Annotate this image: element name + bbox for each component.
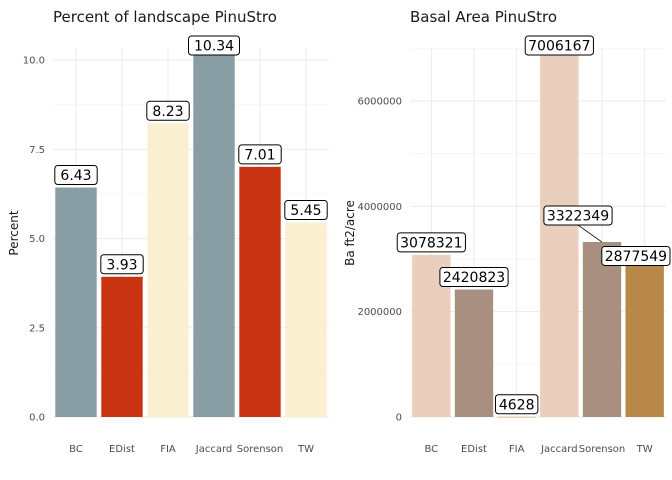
data-label-box [238, 144, 282, 165]
bar-fia [147, 123, 189, 418]
data-label-text: 3.93 [106, 257, 137, 273]
y-tick-label: 6000000 [357, 96, 402, 107]
data-label-text: 7.01 [244, 147, 275, 163]
data-label-text: 5.45 [290, 203, 321, 219]
data-label-box [146, 100, 190, 121]
bar-sorenson [582, 242, 622, 417]
data-label-text: 2420823 [443, 270, 505, 286]
data-label: 7006167 [524, 35, 594, 56]
data-label: 2877549 [601, 245, 671, 266]
data-label-box [543, 205, 613, 226]
data-label: 6.43 [54, 165, 98, 186]
data-label: 3.93 [100, 254, 144, 275]
y-tick-label: 4000000 [357, 202, 402, 213]
data-label-box [439, 267, 509, 288]
x-tick-label: Jaccard [195, 444, 232, 455]
data-label-text: 10.34 [194, 39, 234, 55]
bar-sorenson [239, 166, 281, 417]
data-label-text: 7006167 [528, 39, 590, 55]
data-label-box [54, 165, 98, 186]
data-label-text: 6.43 [60, 168, 91, 184]
y-tick-label: 5.0 [29, 234, 45, 245]
data-label-box [284, 200, 328, 221]
x-tick-label: TW [297, 444, 314, 455]
data-label: 2420823 [439, 267, 509, 288]
x-tick-label: Sorenson [579, 444, 626, 455]
y-tick-label: 0.0 [29, 413, 45, 424]
x-tick-label: BC [69, 444, 83, 455]
x-tick-label: Sorenson [237, 444, 284, 455]
bar-jaccard [193, 48, 235, 417]
data-label-box [601, 245, 671, 266]
y-tick-label: 10.0 [23, 56, 45, 67]
chart-title: Basal Area PinuStro [410, 8, 557, 26]
chart-basal-area: Basal Area PinuStro 0 2000000 4000000 60000… [343, 8, 671, 455]
x-tick-label: EDist [109, 444, 135, 455]
data-label-text: 3322349 [547, 209, 609, 225]
data-label-box [188, 35, 240, 56]
data-label-text: 8.23 [152, 104, 183, 120]
data-label-text: 3078321 [400, 235, 462, 251]
data-label: 3322349 [543, 205, 613, 243]
bar-bc [55, 187, 97, 417]
bar-jaccard [540, 48, 579, 417]
data-label: 3078321 [396, 232, 466, 253]
bar-edist [454, 289, 494, 417]
x-tick-label: BC [424, 444, 438, 455]
data-label: 7.01 [238, 144, 282, 165]
x-tick-label: EDist [461, 444, 487, 455]
y-tick-label: 2000000 [357, 307, 402, 318]
bar-tw [285, 222, 327, 417]
x-tick-label: Jaccard [540, 444, 577, 455]
x-tick-label: TW [636, 444, 653, 455]
bar-tw [625, 265, 664, 417]
x-tick-label: FIA [160, 444, 176, 455]
data-label: 5.45 [284, 200, 328, 221]
data-label-box [524, 35, 594, 56]
data-label-text: 4628 [499, 397, 535, 413]
chart-title: Percent of landscape PinuStro [53, 8, 277, 26]
bar-edist [101, 276, 143, 417]
label-leader-line [577, 224, 603, 243]
y-axis-label: Ba ft2/acre [343, 200, 357, 266]
data-label-text: 2877549 [605, 249, 667, 265]
y-tick-label: 2.5 [29, 323, 45, 334]
data-label: 4628 [494, 394, 539, 415]
y-axis-label: Percent [7, 210, 21, 255]
y-tick-label: 7.5 [29, 145, 45, 156]
bar-fia [497, 416, 536, 418]
data-label: 10.34 [188, 35, 240, 56]
y-tick-label: 0 [396, 413, 402, 424]
data-label-box [100, 254, 144, 275]
data-label: 8.23 [146, 100, 190, 121]
x-tick-label: FIA [509, 444, 525, 455]
data-label-box [396, 232, 466, 253]
chart-percent-of-landscape: Percent of landscape PinuStro 0.0 2.5 5.0 7… [7, 8, 329, 455]
data-label-box [494, 394, 539, 415]
